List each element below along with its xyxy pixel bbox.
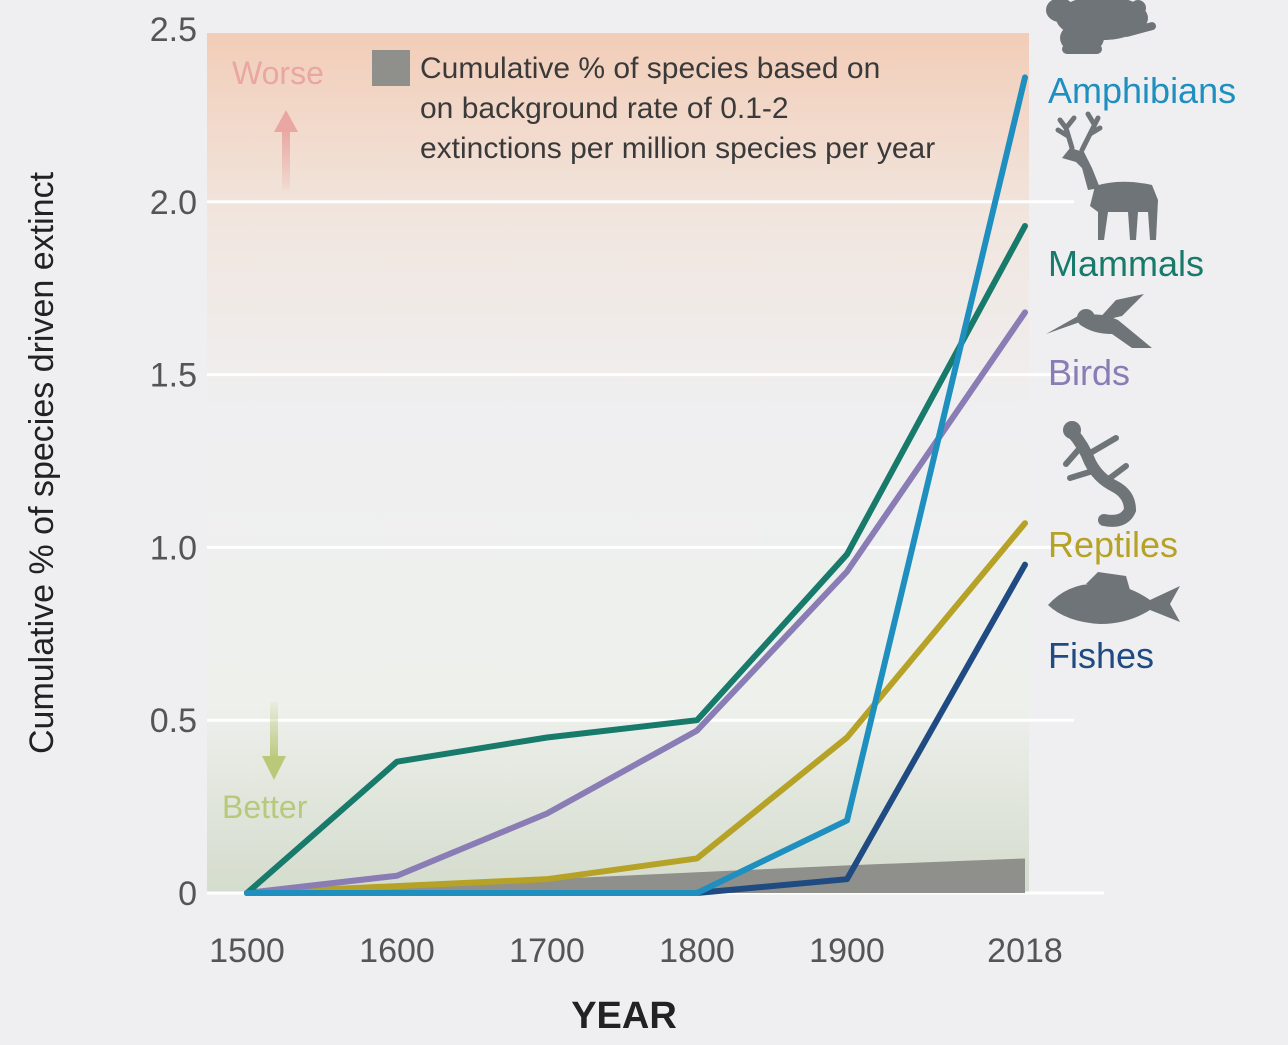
- y-axis-label: Cumulative % of species driven extinct: [23, 171, 61, 754]
- y-tick-label: 2.0: [150, 184, 197, 222]
- x-tick-label: 1800: [659, 932, 735, 970]
- series-line-birds: [244, 309, 1028, 896]
- y-tick-label: 0.5: [150, 702, 197, 740]
- x-tick-label: 1600: [359, 932, 435, 970]
- y-tick-label: 0: [178, 875, 197, 913]
- series-line-mammals: [244, 222, 1028, 896]
- y-tick-label: 1.0: [150, 529, 197, 567]
- y-tick-labels: 0 0.5 1.0 1.5 2.0 2.5: [150, 11, 197, 913]
- series-label-mammals: Mammals: [1048, 243, 1204, 284]
- series-labels: Amphibians Mammals Birds Reptiles Fishes: [1048, 70, 1236, 676]
- x-tick-label: 2018: [987, 932, 1063, 970]
- series-lines: [244, 74, 1028, 896]
- background-rate-legend-line-3: extinctions per million species per year: [420, 132, 935, 165]
- x-tick-labels: 1500 1600 1700 1800 1900 2018: [209, 932, 1063, 970]
- deer-icon: [1055, 111, 1158, 240]
- worse-label: Worse: [232, 55, 324, 91]
- hummingbird-icon: [1046, 294, 1152, 348]
- frog-icon: [1046, 0, 1157, 54]
- y-tick-label: 2.5: [150, 11, 197, 49]
- x-tick-label: 1700: [509, 932, 585, 970]
- worse-arrow-icon: [274, 110, 298, 190]
- series-label-fishes: Fishes: [1048, 635, 1154, 676]
- background-rate-legend-swatch: [372, 50, 410, 86]
- lizard-icon: [1063, 421, 1137, 527]
- x-tick-label: 1500: [209, 932, 285, 970]
- y-tick-label: 1.5: [150, 357, 197, 395]
- background-rate-legend-line-2: on background rate of 0.1-2: [420, 92, 789, 125]
- background-rate-legend-line-1: Cumulative % of species based on: [420, 52, 880, 85]
- series-label-reptiles: Reptiles: [1048, 524, 1178, 565]
- fish-icon: [1048, 572, 1180, 624]
- series-line-amphibians: [244, 74, 1028, 896]
- plot-background: [207, 33, 1029, 893]
- series-label-amphibians: Amphibians: [1048, 70, 1236, 111]
- series-label-birds: Birds: [1048, 352, 1130, 393]
- x-axis-label: YEAR: [571, 995, 677, 1037]
- x-tick-label: 1900: [809, 932, 885, 970]
- better-label: Better: [222, 789, 308, 825]
- better-arrow-icon: [262, 702, 286, 780]
